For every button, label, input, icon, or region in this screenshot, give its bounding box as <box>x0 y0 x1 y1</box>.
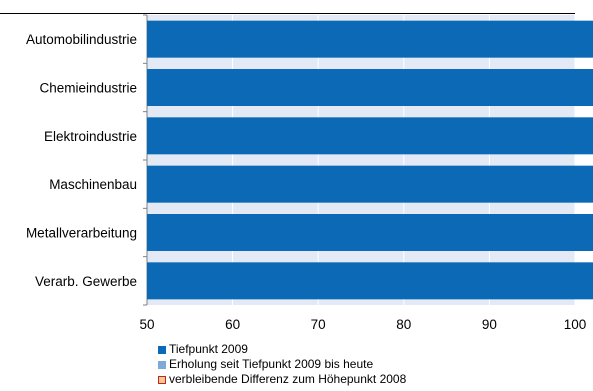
legend-swatch <box>158 345 166 354</box>
x-tick-label: 100 <box>564 317 587 332</box>
bar-1-maschinenbau <box>147 165 593 203</box>
category-label: Chemieindustrie <box>39 81 137 96</box>
bar-1-verarb-gewerbe <box>147 262 593 300</box>
legend: Tiefpunkt 2009 Erholung seit Tiefpunkt 20… <box>158 342 406 387</box>
category-label: Automobilindustrie <box>26 32 137 47</box>
x-tick-label: 90 <box>482 317 497 332</box>
x-tick-label: 60 <box>225 317 240 332</box>
legend-label: verbleibende Differenz zum Höhepunkt 200… <box>169 372 407 386</box>
legend-item: verbleibende Differenz zum Höhepunkt 200… <box>158 372 406 387</box>
bar-1-metallverarbeitung <box>147 214 593 251</box>
legend-item: Erholung seit Tiefpunkt 2009 bis heute <box>158 357 406 372</box>
legend-swatch <box>158 375 166 384</box>
legend-swatch <box>158 360 166 369</box>
plot-area <box>147 15 575 305</box>
x-tick-label: 50 <box>139 317 154 332</box>
legend-label: Tiefpunkt 2009 <box>169 342 248 356</box>
legend-label: Erholung seit Tiefpunkt 2009 bis heute <box>169 357 374 371</box>
category-label: Elektroindustrie <box>44 129 137 144</box>
bar-1-elektroindustrie <box>147 117 593 155</box>
x-tick-label: 80 <box>396 317 411 332</box>
bar-1-automobilindustrie <box>147 20 593 58</box>
stacked-bar-chart: Automobilindustrie Chemieindustrie Elektro… <box>26 14 593 332</box>
category-label: Verarb. Gewerbe <box>35 274 137 289</box>
bar-1-chemieindustrie <box>147 69 593 106</box>
x-tick-label: 70 <box>311 317 326 332</box>
legend-item: Tiefpunkt 2009 <box>158 342 406 357</box>
category-label: Maschinenbau <box>49 177 137 192</box>
top-rule <box>0 13 575 14</box>
category-label: Metallverarbeitung <box>26 226 137 241</box>
